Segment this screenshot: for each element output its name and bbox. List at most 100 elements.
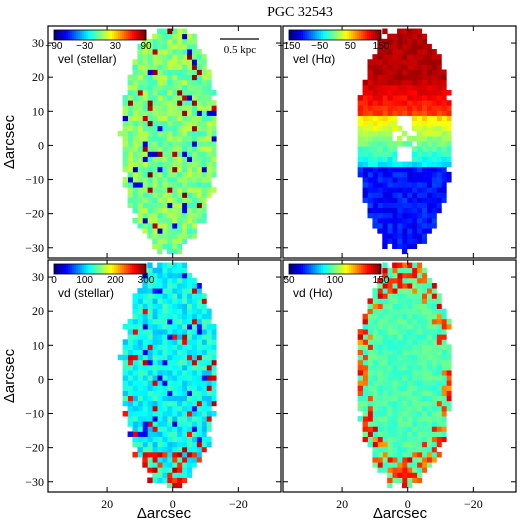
heatmap-cell [157, 313, 163, 320]
heatmap-cell [411, 212, 418, 219]
heatmap-cell [171, 272, 178, 279]
heatmap-cell [211, 171, 217, 178]
heatmap-cell [421, 441, 427, 448]
heatmap-cell [142, 217, 148, 224]
heatmap-cell [421, 223, 427, 229]
heatmap-cell [166, 421, 173, 427]
heatmap-cell [382, 100, 388, 106]
heatmap-cell [382, 136, 388, 142]
heatmap-cell [162, 467, 168, 473]
heatmap-cell [157, 207, 163, 214]
heatmap-cell [362, 115, 368, 122]
heatmap-cell [171, 467, 178, 473]
heatmap-cell [387, 272, 393, 279]
heatmap-cell [397, 125, 403, 132]
heatmap-cell [426, 436, 432, 443]
heatmap-cell [446, 156, 452, 163]
heatmap-cell [162, 151, 168, 157]
heatmap-cell [152, 288, 158, 294]
colorbar-segment [379, 30, 382, 40]
heatmap-cell [152, 457, 158, 463]
heatmap-cell [377, 151, 383, 157]
heatmap-cell [166, 212, 173, 219]
heatmap-cell [122, 161, 128, 168]
heatmap-cell [411, 462, 418, 468]
heatmap-cell [157, 105, 163, 111]
heatmap-cell [382, 192, 388, 198]
heatmap-cell [441, 105, 447, 111]
heatmap-cell [201, 105, 207, 111]
heatmap-cell [206, 171, 212, 178]
heatmap-cell [122, 380, 128, 386]
heatmap-cell [162, 192, 168, 198]
heatmap-cell [421, 59, 427, 65]
heatmap-cell [142, 370, 148, 376]
heatmap-cell [162, 212, 168, 219]
heatmap-cell [206, 141, 212, 147]
heatmap-cell [397, 472, 403, 478]
heatmap-cell [176, 283, 183, 289]
heatmap-cell [362, 161, 368, 168]
heatmap-cell [436, 410, 442, 417]
colorbar-segment [86, 30, 89, 40]
heatmap-cell [181, 288, 188, 294]
heatmap-cell [176, 344, 183, 350]
heatmap-cell [186, 217, 192, 224]
heatmap-cell [122, 349, 128, 356]
heatmap-cell [362, 426, 368, 432]
heatmap-cell [362, 364, 368, 371]
heatmap-cell [372, 370, 378, 376]
heatmap-cell [372, 115, 378, 122]
heatmap-cell [387, 59, 393, 65]
heatmap-cell [132, 375, 138, 381]
heatmap-cell [142, 212, 148, 219]
colorbar-segment [313, 264, 316, 274]
heatmap-cell [446, 120, 452, 127]
heatmap-cell [191, 308, 197, 315]
colorbar-segment [60, 30, 63, 40]
heatmap-cell [176, 441, 183, 448]
heatmap-cell [201, 217, 207, 224]
heatmap-cell [127, 385, 133, 391]
heatmap-cell [201, 84, 207, 91]
heatmap-cell [152, 84, 158, 91]
heatmap-cell [162, 313, 168, 320]
heatmap-cell [196, 49, 202, 55]
heatmap-cell [436, 436, 442, 443]
heatmap-cell [181, 421, 188, 427]
heatmap-cell [166, 359, 173, 366]
heatmap-cell [142, 339, 148, 345]
colorbar-segment [363, 30, 366, 40]
heatmap-cell [436, 323, 442, 330]
heatmap-cell [196, 308, 202, 315]
heatmap-cell [382, 318, 388, 325]
heatmap-cell [132, 390, 138, 397]
heatmap-cell [142, 293, 148, 299]
heatmap-cell [397, 171, 403, 178]
heatmap-cell [441, 171, 447, 178]
heatmap-cell [426, 277, 432, 284]
heatmap-cell [211, 151, 217, 157]
heatmap-cell [137, 410, 143, 417]
heatmap-cell [397, 293, 403, 299]
heatmap-cell [162, 283, 168, 289]
heatmap-cell [436, 334, 442, 340]
heatmap-cell [166, 334, 173, 340]
heatmap-cell [392, 197, 398, 203]
heatmap-cell [137, 151, 143, 157]
heatmap-cell [147, 115, 153, 122]
heatmap-cell [201, 74, 207, 81]
colorbar-segment [82, 264, 85, 274]
heatmap-cell [382, 95, 388, 101]
heatmap-cell [127, 146, 133, 152]
heatmap-cell [152, 416, 158, 422]
heatmap-cell [201, 380, 207, 386]
heatmap-cell [171, 390, 178, 397]
heatmap-cell [166, 151, 173, 157]
heatmap-cell [157, 477, 163, 484]
heatmap-cell [411, 405, 418, 412]
heatmap-cell [446, 400, 452, 407]
heatmap-cell [142, 171, 148, 178]
heatmap-cell [162, 431, 168, 437]
heatmap-cell [166, 272, 173, 279]
